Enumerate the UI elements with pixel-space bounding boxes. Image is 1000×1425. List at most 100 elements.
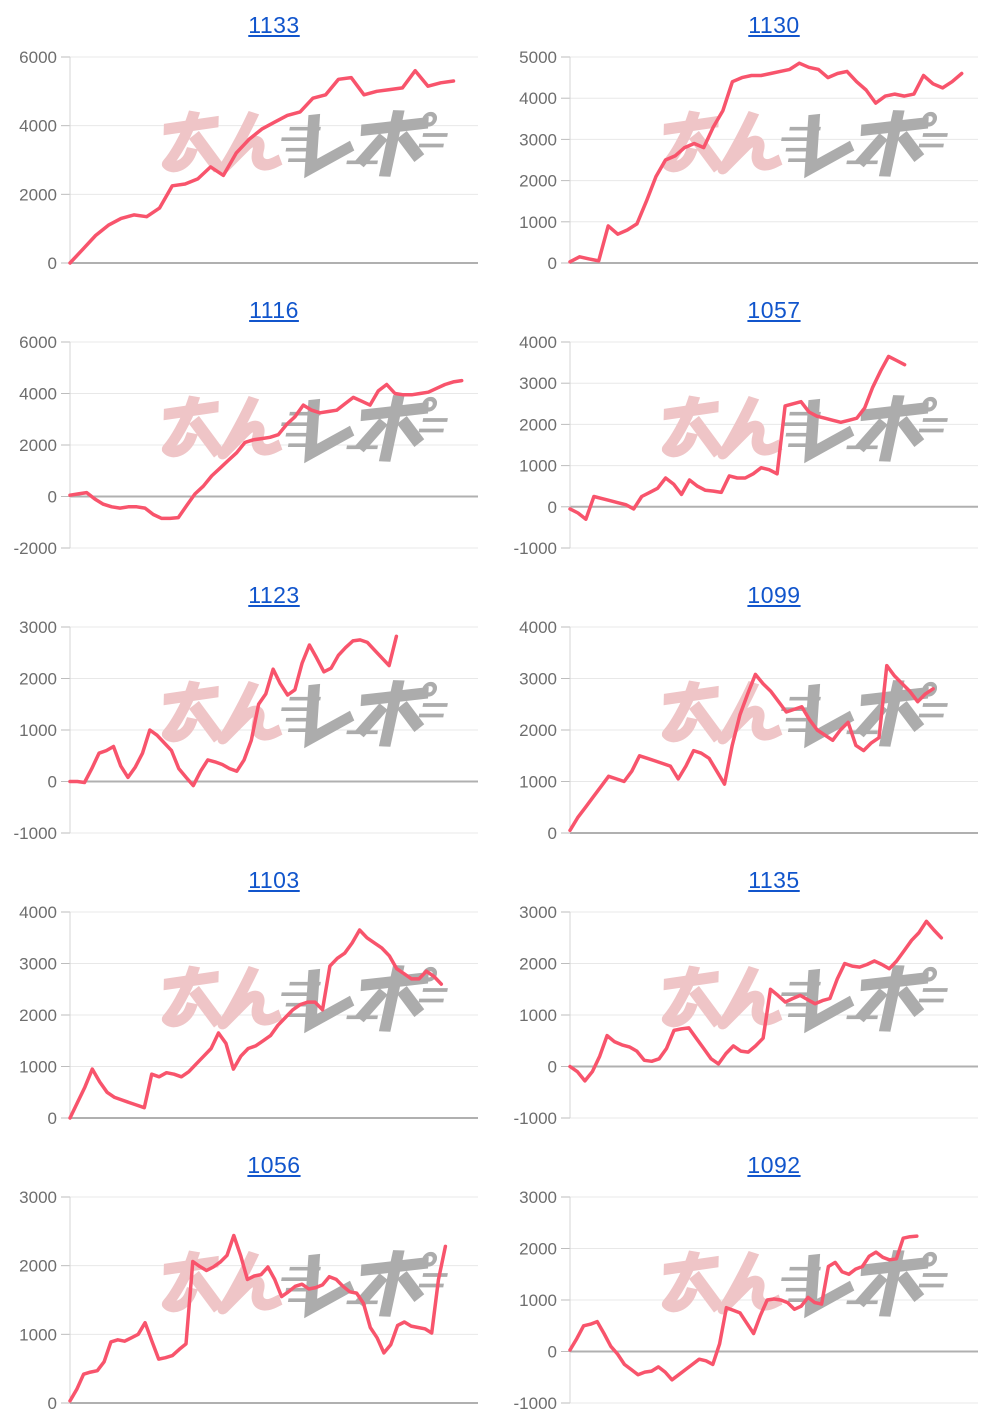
chart-canvas: 0 1000 2000 3000 [19,1188,478,1413]
y-axis-labels: -1000 0 1000 2000 3000 [14,618,57,843]
chart-title-link[interactable]: 1103 [248,867,300,893]
grid-lines [570,911,978,1119]
y-tick-label: 0 [548,1058,557,1077]
chart-title-link[interactable]: 1130 [748,12,800,38]
series-line [568,663,935,833]
watermark [661,965,948,1034]
watermark [161,395,448,464]
watermark [161,965,448,1034]
y-axis-ticks [561,911,570,1119]
chart-cell: 1135 -1000 0 1000 2000 3000 [500,855,1000,1140]
watermark-repo [281,110,448,179]
chart-title-link[interactable]: 1123 [248,582,300,608]
y-axis-labels: 0 1000 2000 3000 4000 [19,903,57,1128]
chart-canvas: -2000 0 2000 4000 6000 [14,333,478,558]
watermark-speed-lines [781,696,948,735]
chart-cell: 1103 0 1000 2000 3000 4000 [0,855,500,1140]
watermark-min [161,680,283,745]
y-tick-label: 0 [48,1109,57,1128]
y-tick-label: 3000 [519,1188,557,1207]
y-axis-ticks [61,341,70,549]
y-tick-label: 1000 [19,721,57,740]
chart-title-link[interactable]: 1133 [248,12,300,38]
chart-canvas: -1000 0 1000 2000 3000 [514,1188,978,1413]
y-tick-label: 2000 [519,415,557,434]
watermark-speed-lines [281,126,448,165]
y-tick-label: 0 [48,1394,57,1413]
y-tick-label: 4000 [519,89,557,108]
y-axis-labels: -1000 0 1000 2000 3000 [514,903,557,1128]
watermark [161,110,448,179]
chart-canvas: -1000 0 1000 2000 3000 4000 [514,333,978,558]
series-line [568,354,907,521]
series-line [68,634,399,788]
series-line [68,928,444,1120]
y-tick-label: 2000 [19,436,57,455]
watermark-repo [781,395,948,464]
chart-title-link[interactable]: 1057 [747,297,801,323]
watermark-repo [281,1250,448,1319]
chart-title-link[interactable]: 1056 [247,1152,301,1178]
y-tick-label: 5000 [519,48,557,67]
y-tick-label: -1000 [514,1109,557,1128]
chart-title-link[interactable]: 1099 [747,582,801,608]
chart-canvas: 0 1000 2000 3000 4000 [519,618,978,843]
y-tick-label: 0 [548,254,557,273]
y-tick-label: 2000 [519,1240,557,1259]
y-tick-label: 1000 [519,213,557,232]
chart-title-link[interactable]: 1092 [747,1152,801,1178]
y-tick-label: 3000 [19,618,57,637]
watermark-min [661,1250,783,1315]
series-line [68,68,456,265]
watermark [661,680,948,749]
chart-canvas: -1000 0 1000 2000 3000 [14,618,478,843]
series-line [68,1233,448,1403]
chart-cell: 1133 0 2000 4000 6000 [0,0,500,285]
chart-title-link[interactable]: 1116 [249,297,299,323]
y-axis-ticks [61,56,70,264]
watermark [161,680,448,749]
y-tick-label: 1000 [519,1006,557,1025]
y-tick-label: 0 [548,498,557,517]
watermark-speed-lines [781,981,948,1020]
series-line [568,61,964,264]
y-axis-labels: -2000 0 2000 4000 6000 [14,333,57,558]
y-axis-labels: 0 2000 4000 6000 [19,48,57,273]
series-line [68,378,464,521]
watermark-min [661,110,783,175]
y-tick-label: 3000 [519,374,557,393]
y-axis-ticks [561,1196,570,1404]
y-tick-label: 3000 [519,903,557,922]
chart-cell: 1056 0 1000 2000 3000 [0,1140,500,1425]
y-tick-label: 1000 [519,1291,557,1310]
y-tick-label: 3000 [519,670,557,689]
y-axis-ticks [61,1196,70,1404]
y-axis-labels: 0 1000 2000 3000 4000 [519,618,557,843]
y-tick-label: 3000 [519,130,557,149]
chart-cell: 1057 -1000 0 1000 2000 3000 4000 [500,285,1000,570]
y-tick-label: 0 [548,824,557,843]
y-axis-labels: 0 1000 2000 3000 [19,1188,57,1413]
chart-canvas: 0 1000 2000 3000 4000 5000 [519,48,978,273]
y-tick-label: 4000 [19,117,57,136]
y-tick-label: 3000 [19,1188,57,1207]
watermark [661,110,948,179]
y-tick-label: 0 [48,488,57,507]
y-tick-label: 2000 [519,721,557,740]
chart-cell: 1130 0 1000 2000 3000 4000 5000 [500,0,1000,285]
y-tick-label: 4000 [519,333,557,352]
y-tick-label: 1000 [519,773,557,792]
watermark-speed-lines [281,981,448,1020]
y-tick-label: 6000 [19,333,57,352]
y-tick-label: 3000 [19,955,57,974]
y-tick-label: 6000 [19,48,57,67]
watermark-speed-lines [781,411,948,450]
y-axis-ticks [61,911,70,1119]
chart-cell: 1092 -1000 0 1000 2000 3000 [500,1140,1000,1425]
chart-title-link[interactable]: 1135 [748,867,800,893]
watermark-min [161,395,283,460]
y-tick-label: 0 [48,254,57,273]
watermark-repo [781,110,948,179]
y-tick-label: 2000 [19,185,57,204]
y-tick-label: 2000 [519,172,557,191]
